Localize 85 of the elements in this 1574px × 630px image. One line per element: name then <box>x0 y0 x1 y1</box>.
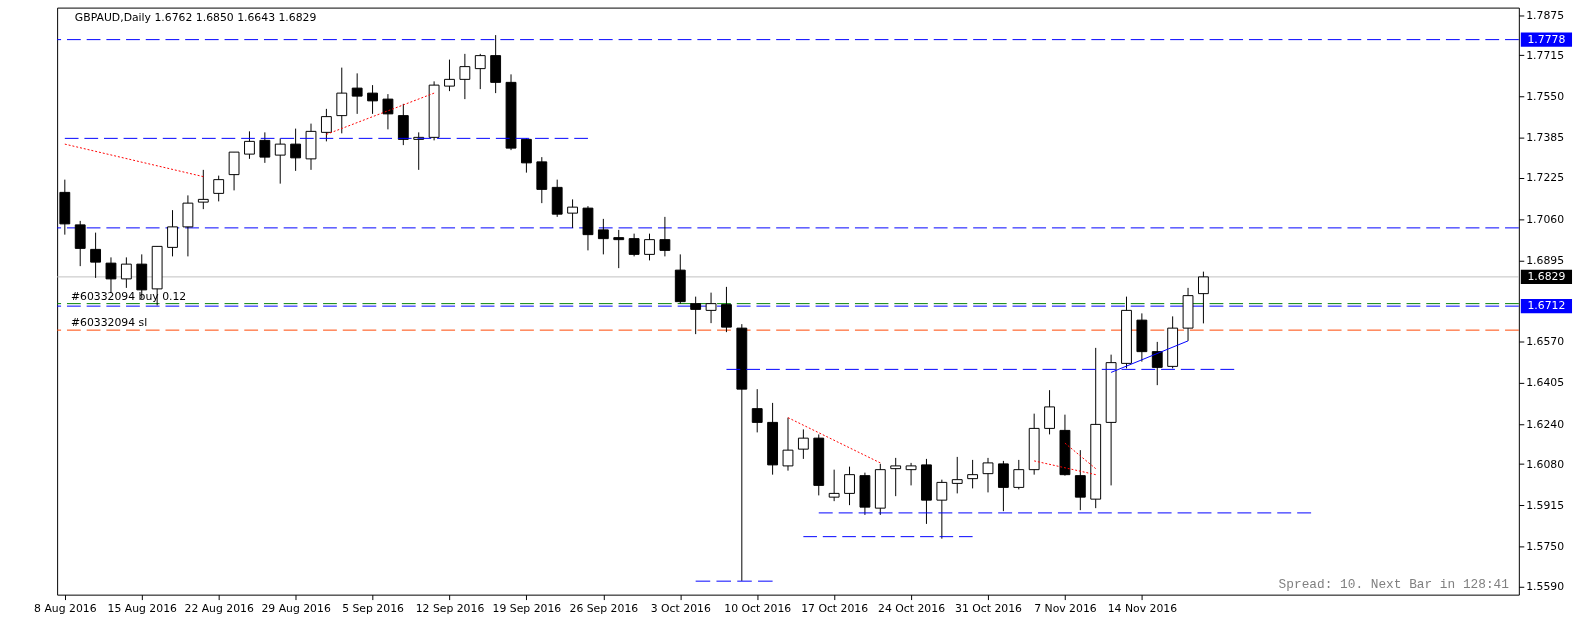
x-tick-label: 10 Oct 2016 <box>724 601 792 615</box>
y-tick-label: 1.5915 <box>1526 498 1565 512</box>
candlestick <box>567 198 578 229</box>
x-tick-label: 29 Aug 2016 <box>261 601 331 615</box>
y-tick-label: 1.7060 <box>1526 212 1565 226</box>
candlestick <box>105 256 117 294</box>
y-tick-label: 1.5750 <box>1526 540 1565 554</box>
x-tick-label: 15 Aug 2016 <box>107 601 178 615</box>
candlestick <box>644 233 655 261</box>
chart-title: GBPAUD,Daily 1.6762 1.6850 1.6643 1.6829 <box>74 11 317 25</box>
ref-line-label: #60332094 sl <box>70 316 148 330</box>
candlestick <box>1198 271 1209 324</box>
candlestick <box>1074 449 1086 511</box>
candlestick <box>213 175 225 202</box>
candlestick <box>613 229 625 269</box>
y-tick-label: 1.6240 <box>1526 417 1565 431</box>
candlestick <box>967 459 979 489</box>
candlestick <box>982 457 994 493</box>
candlestick <box>336 67 348 134</box>
annotation: Spread: 10. Next Bar in 128:41 <box>1278 576 1510 592</box>
x-tick-label: 31 Oct 2016 <box>955 601 1023 615</box>
candlestick <box>274 137 286 185</box>
y-tick-label: 1.6895 <box>1526 253 1565 267</box>
candlestick <box>782 417 794 472</box>
candlestick <box>244 130 255 160</box>
candlestick <box>120 256 132 289</box>
candlestick <box>90 232 102 279</box>
candlestick <box>167 209 178 257</box>
candlestick <box>751 388 763 433</box>
y-tick-label: 1.6405 <box>1526 376 1565 390</box>
y-tick-label: 1.6570 <box>1526 335 1565 349</box>
candlestick <box>659 216 671 257</box>
x-tick-label: 24 Oct 2016 <box>878 601 946 615</box>
candlestick <box>367 84 378 115</box>
ref-line-label: 1.6829 <box>1527 269 1566 283</box>
ref-line-label: 1.6712 <box>1527 299 1566 313</box>
candlestick <box>259 131 271 164</box>
candlestick <box>474 53 486 90</box>
candlestick <box>890 457 902 497</box>
y-tick-label: 1.7225 <box>1526 171 1565 185</box>
x-tick-label: 3 Oct 2016 <box>650 601 711 615</box>
candlestick <box>705 292 717 324</box>
candlestick <box>690 296 702 335</box>
x-tick-label: 26 Sep 2016 <box>569 601 639 615</box>
candlestick <box>997 460 1009 512</box>
candlestick <box>597 218 609 255</box>
candlestick <box>951 456 963 494</box>
candlestick <box>1151 341 1163 386</box>
x-tick-label: 7 Nov 2016 <box>1034 601 1097 615</box>
x-tick-label: 17 Oct 2016 <box>801 601 869 615</box>
y-tick-label: 1.7875 <box>1526 8 1565 22</box>
candlestick <box>521 137 532 174</box>
candlestick <box>74 220 86 267</box>
candlestick <box>351 72 363 115</box>
candlestick <box>1013 459 1025 490</box>
candlestick <box>413 131 425 171</box>
candlestick <box>905 462 917 486</box>
candlestick <box>182 194 194 257</box>
candlestick <box>397 103 409 146</box>
candlestick <box>628 233 640 257</box>
y-tick-label: 1.5590 <box>1526 580 1565 594</box>
candlestick <box>797 428 809 460</box>
candlestick <box>459 53 471 100</box>
candlestick <box>1044 389 1055 435</box>
candlestick <box>444 59 455 92</box>
candlestick <box>228 151 240 191</box>
x-tick-label: 12 Sep 2016 <box>415 601 485 615</box>
candlestick <box>936 479 948 540</box>
x-tick-label: 8 Aug 2016 <box>34 601 97 615</box>
x-tick-label: 22 Aug 2016 <box>184 601 254 615</box>
candlestick <box>828 469 840 502</box>
y-tick-label: 1.7550 <box>1526 90 1565 104</box>
x-tick-label: 14 Nov 2016 <box>1107 601 1178 615</box>
candlestick <box>320 108 332 142</box>
y-tick-label: 1.6080 <box>1526 457 1565 471</box>
candlestick <box>721 286 732 333</box>
x-tick-label: 19 Sep 2016 <box>492 601 562 615</box>
candlestick <box>197 169 209 210</box>
y-tick-label: 1.7385 <box>1526 131 1565 145</box>
y-tick-label: 1.7715 <box>1526 48 1565 62</box>
candlestick <box>844 466 855 506</box>
candlestick <box>382 93 394 130</box>
x-tick-label: 5 Sep 2016 <box>342 601 405 615</box>
candlestick <box>290 128 302 172</box>
ref-line-label: 1.7778 <box>1527 32 1566 46</box>
